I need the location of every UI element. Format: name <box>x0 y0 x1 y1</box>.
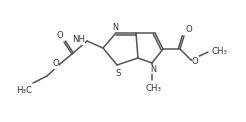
Text: CH₃: CH₃ <box>145 84 161 93</box>
Text: S: S <box>115 69 121 78</box>
Text: N: N <box>112 23 118 32</box>
Text: O: O <box>192 56 199 66</box>
Text: O: O <box>186 25 193 34</box>
Text: O: O <box>52 60 59 68</box>
Text: O: O <box>56 31 63 40</box>
Text: N: N <box>150 65 156 74</box>
Text: NH: NH <box>72 36 85 45</box>
Text: CH₃: CH₃ <box>211 46 227 56</box>
Text: H₃C: H₃C <box>16 86 32 95</box>
